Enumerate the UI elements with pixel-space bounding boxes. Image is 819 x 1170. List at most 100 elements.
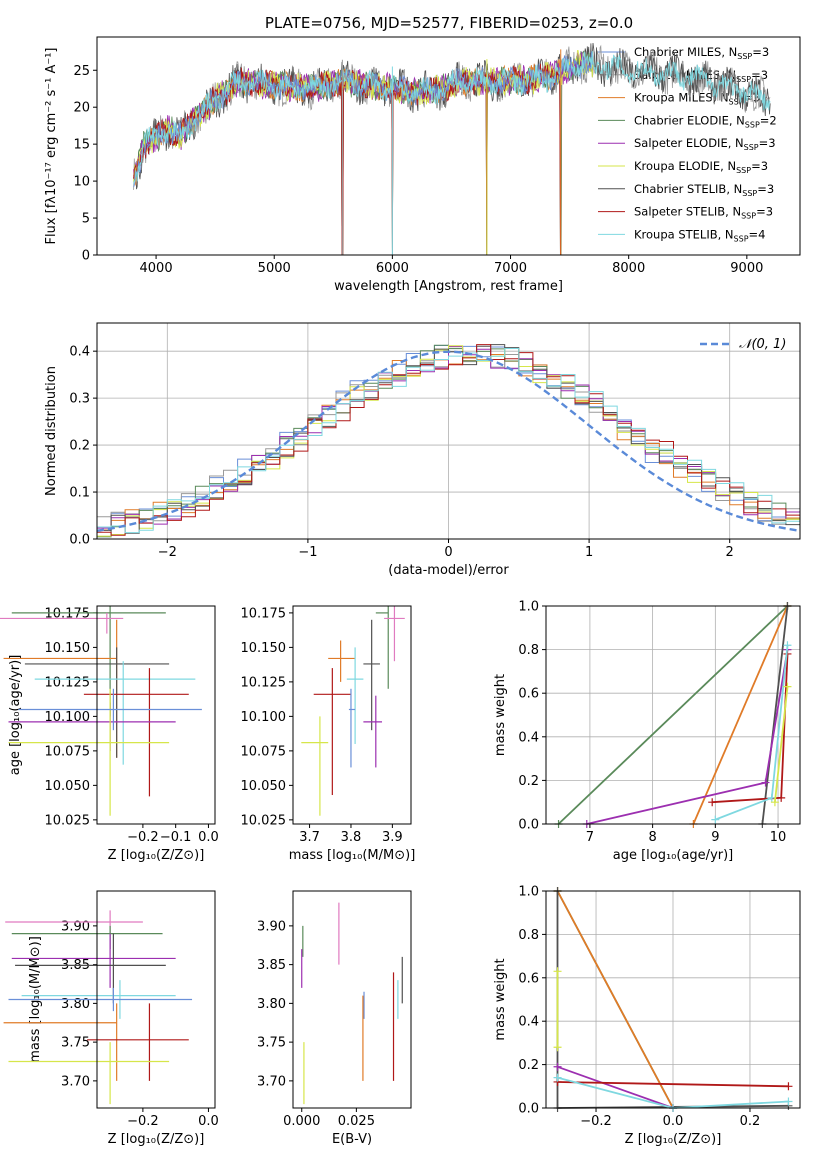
y-tick-label: 0.6: [518, 687, 539, 702]
x-axis-label: Z [log₁₀(Z/Z⊙)]: [108, 848, 205, 863]
data-point-marker: [777, 793, 786, 802]
mass-weight-line: [761, 605, 789, 825]
y-tick-label: 0.4: [518, 730, 539, 745]
residual-panel: −2 −1 0 1 2 0.0 0.1 0.2 0.3 0.4 (data-model)/error…: [44, 322, 801, 578]
legend-entry-value: =3: [751, 68, 768, 82]
y-tick-label: 20: [73, 101, 90, 116]
x-tick-label: 4000: [140, 261, 173, 276]
x-tick-label: 0.2: [740, 1114, 761, 1129]
x-tick-label: 2: [726, 545, 734, 560]
x-tick-label: 0.025: [338, 1114, 375, 1129]
y-tick-label: 1.0: [518, 600, 539, 615]
legend-entry-subscript: SSP: [737, 52, 752, 61]
y-tick-label: 0.4: [518, 1015, 539, 1030]
legend-entry: Salpeter ELODIE, NSSP=3: [634, 136, 776, 152]
x-tick-label: 0: [444, 545, 452, 560]
data-point-marker: [783, 682, 792, 691]
y-axis-label: Normed distribution: [44, 366, 59, 496]
axes-frame: [545, 605, 801, 825]
legend-entry-value: =3: [752, 45, 769, 59]
x-tick-label: 0.000: [283, 1114, 320, 1129]
data-point-marker: [761, 778, 770, 787]
y-tick-label: 10.100: [45, 710, 91, 725]
x-tick-label: 8000: [612, 261, 645, 276]
y-tick-label: 10.125: [241, 675, 287, 690]
axes-frame: [96, 605, 216, 825]
x-tick-label: −0.2: [127, 830, 159, 845]
y-tick-label: 3.75: [257, 1036, 286, 1051]
data-point-marker: [553, 1043, 562, 1052]
spectrum-line: [133, 51, 594, 181]
x-tick-label: 9000: [730, 261, 763, 276]
legend-entry-value: =3: [757, 182, 774, 196]
x-tick-label: −0.2: [127, 1114, 159, 1129]
y-tick-label: 3.80: [61, 997, 90, 1012]
data-point-marker: [770, 798, 779, 807]
legend-entry-subscript: SSP: [742, 189, 757, 198]
x-tick-label: 7: [586, 830, 594, 845]
x-tick-label: 8: [648, 830, 656, 845]
y-tick-label: 10.100: [241, 710, 287, 725]
y-tick-label: 3.70: [257, 1074, 286, 1089]
residual-histogram: [97, 344, 800, 536]
y-tick-label: 10.075: [45, 744, 91, 759]
legend-entry-text: Chabrier STELIB, N: [634, 182, 742, 196]
legend-entry-subscript: SSP: [744, 143, 759, 152]
y-tick-label: 0.0: [518, 818, 539, 833]
axes-frame: [96, 890, 216, 1109]
y-tick-label: 10.075: [241, 744, 287, 759]
x-axis-label: Z [log₁₀(Z/Z⊙)]: [108, 1132, 205, 1147]
legend-entry: Chabrier STELIB, NSSP=3: [634, 182, 774, 198]
x-tick-label: 0.0: [198, 1114, 219, 1129]
x-tick-label: 1: [585, 545, 593, 560]
gaussian-curve: [96, 350, 801, 532]
legend-entry-value: =2: [760, 113, 777, 127]
y-tick-label: 10.050: [45, 779, 91, 794]
legend-entry-subscript: SSP: [734, 234, 749, 243]
mass-weight-line: [557, 605, 789, 825]
mass-weight-line: [712, 653, 789, 804]
x-tick-label: 9: [711, 830, 719, 845]
axes-frame: [292, 890, 412, 1109]
x-tick-label: −0.2: [580, 1114, 612, 1129]
x-tick-label: 5000: [258, 261, 291, 276]
residual-histogram: [97, 345, 800, 537]
mass-weight-line: [774, 686, 789, 803]
y-tick-label: 10.150: [241, 641, 287, 656]
y-tick-label: 10: [73, 175, 90, 190]
legend-entry: Kroupa ELODIE, NSSP=3: [634, 159, 768, 175]
axes-frame: [545, 890, 801, 1109]
data-point-marker: [553, 967, 562, 976]
data-point-marker: [708, 798, 717, 807]
y-tick-label: 15: [73, 138, 90, 153]
legend-entry-text: Salpeter ELODIE, N: [634, 136, 744, 150]
legend-entry: Kroupa STELIB, NSSP=4: [634, 227, 765, 243]
legend-entry-text: Chabrier ELODIE, N: [634, 113, 745, 127]
y-tick-label: 10.025: [241, 813, 287, 828]
legend-entry-value: =4: [749, 227, 766, 241]
x-axis-label: Z [log₁₀(Z/Z⊙)]: [625, 1132, 722, 1147]
age-vs-mass-panel: 3.7 3.8 3.9 10.025 10.050 10.075 10.100 10.125 1…: [241, 605, 415, 863]
spectrum-line: [133, 50, 771, 185]
legend-entry-value: =3: [751, 159, 768, 173]
x-axis-label: E(B-V): [332, 1132, 372, 1147]
x-tick-label: 6000: [376, 261, 409, 276]
x-tick-label: 10: [770, 830, 787, 845]
residual-histogram: [97, 348, 800, 534]
mass-vs-metallicity-panel: −0.2 0.03.703.753.803.853.90Z [log₁₀(Z/Z⊙…: [3, 890, 219, 1147]
age-vs-metallicity-panel: −0.2 −0.1 0.0 10.025 10.050 10.075 10.100 10.12…: [0, 605, 219, 863]
mass-weight-vs-age-panel: 7 8 9 10 0.0 0.2 0.4 0.6 0.8 1.0 age [log₁₀(age/yr…: [493, 600, 801, 863]
y-tick-label: 3.90: [257, 919, 286, 934]
data-point-marker: [784, 1082, 793, 1091]
data-point-marker: [784, 1097, 793, 1106]
y-tick-label: 0.2: [518, 774, 539, 789]
legend-entry: Salpeter STELIB, NSSP=3: [634, 205, 773, 221]
x-tick-label: −1: [298, 545, 317, 560]
x-axis-label: (data-model)/error: [388, 563, 509, 578]
mass-weight-line: [692, 605, 789, 825]
y-axis-label: mass weight: [493, 958, 508, 1040]
legend-entry-value: =3: [756, 205, 773, 219]
data-point-marker: [711, 815, 720, 824]
x-tick-label: 0.0: [198, 830, 219, 845]
